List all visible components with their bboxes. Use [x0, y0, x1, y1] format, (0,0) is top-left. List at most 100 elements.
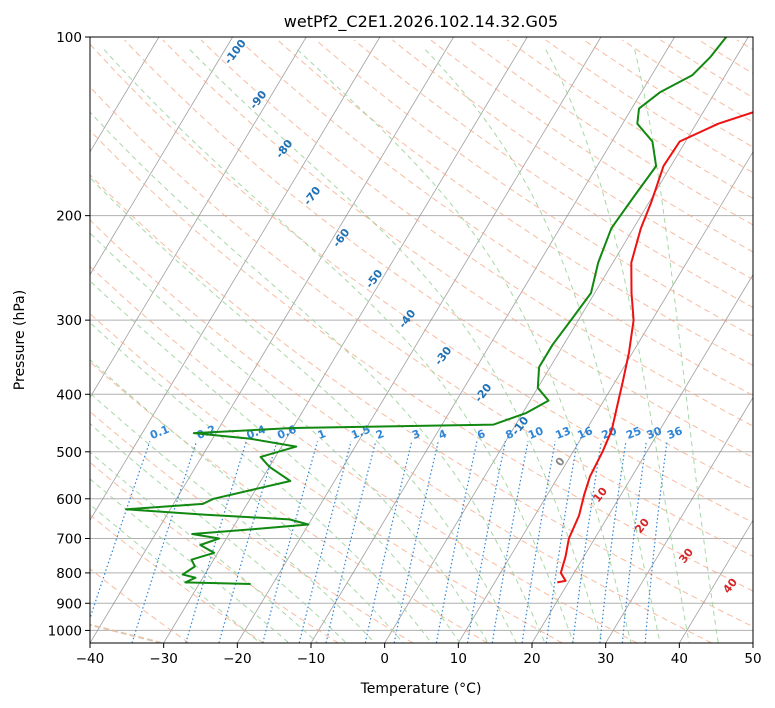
dry-adiabat-line: [90, 43, 753, 524]
mixing-ratio-line: [185, 441, 247, 643]
moist-adiabat-label: -60: [330, 226, 353, 250]
moist-adiabat-label: -40: [396, 307, 419, 331]
mixing-ratio-line: [491, 441, 529, 643]
mixing-ratio-line: [364, 441, 413, 643]
dry-adiabat-line: [90, 174, 753, 628]
mixing-ratio-label: 25: [624, 424, 643, 442]
x-tick-label: 10: [450, 651, 467, 667]
moist-adiabat-label: -80: [273, 137, 296, 161]
moist-adiabat-label: 20: [632, 516, 652, 536]
isotherm-line: [90, 37, 381, 521]
isotherm-line: [90, 37, 454, 643]
isotherm-line: [752, 642, 753, 643]
dry-adiabat-line: [90, 312, 563, 643]
isotherm-line: [310, 37, 675, 643]
x-tick-label: −40: [76, 651, 105, 667]
moist-adiabat-label: 0: [553, 455, 568, 469]
mixing-ratio-line: [621, 441, 647, 643]
dry-adiabat-line: [162, 39, 753, 458]
dry-adiabat-line: [392, 39, 753, 281]
moist-adiabat-line: [297, 49, 632, 643]
y-tick-label: 100: [56, 30, 82, 46]
mixing-ratio-line: [262, 441, 319, 643]
mixing-ratio-label: 13: [553, 424, 572, 442]
moist-adiabat-line: [189, 49, 603, 643]
dry-adiabat-line: [90, 129, 753, 592]
moist-adiabat-line: [90, 176, 517, 643]
sounding-profiles: [125, 37, 753, 585]
dry-adiabat-line: [90, 219, 712, 643]
dry-adiabat-line: [621, 39, 753, 123]
dry-adiabat-line: [90, 86, 753, 557]
mixing-ratio-line: [393, 441, 439, 643]
moist-adiabat-line: [90, 232, 489, 643]
moist-adiabat-line: [90, 111, 546, 643]
mixing-ratio-line: [435, 441, 478, 643]
mixing-ratio-label: 8: [504, 427, 516, 442]
plot-frame: [89, 36, 754, 644]
dry-adiabat-line: [507, 39, 753, 200]
dry-adiabat-line: [90, 361, 488, 643]
x-tick-label: 20: [523, 651, 540, 667]
mixing-ratio-line: [466, 441, 506, 643]
chart-title: wetPf2_C2E1.2026.102.14.32.G05: [284, 12, 558, 32]
moist-adiabat-label: 30: [676, 546, 696, 566]
y-tick-label: 200: [56, 209, 82, 225]
moist-adiabat-line: [90, 359, 404, 643]
mixing-ratio-label: 20: [600, 424, 619, 442]
mixing-ratio-line: [325, 441, 377, 643]
y-tick-label: 700: [56, 532, 82, 548]
x-tick-label: −30: [149, 651, 178, 667]
isotherm-line: [236, 37, 602, 643]
x-tick-label: 40: [671, 651, 688, 667]
mixing-ratio-line: [545, 441, 578, 643]
mixing-ratio-label: 4: [437, 427, 449, 442]
isotherm-line: [163, 37, 528, 643]
mixing-ratio-line: [644, 441, 668, 643]
x-tick-label: 50: [744, 651, 761, 667]
moist-adiabat-line: [90, 392, 376, 643]
moist-adiabat-line: [90, 321, 432, 643]
moist-adiabat-line: [90, 503, 261, 643]
dry-adiabat-line: [200, 39, 753, 427]
x-axis-ticks: −40 −30 −20 −10 0 10 20 30 40 50: [76, 643, 762, 667]
mixing-ratio-line: [572, 441, 602, 643]
dry-adiabat-line: [90, 265, 638, 643]
moist-adiabat-line: [90, 423, 347, 643]
isotherm-line: [531, 273, 753, 643]
mixing-ratio-line: [298, 441, 352, 643]
y-tick-label: 300: [56, 313, 82, 329]
moist-adiabat-line: [90, 478, 290, 643]
isotherm-line: [0, 37, 12, 643]
y-tick-label: 400: [56, 387, 82, 403]
isotherm-line: [678, 519, 753, 643]
background-grid: [0, 37, 753, 643]
x-tick-label: −20: [223, 651, 252, 667]
mixing-ratio-label: 6: [475, 427, 487, 442]
dry-adiabat-line: [277, 39, 753, 367]
dry-adiabat-line: [90, 568, 190, 643]
dry-adiabat-line: [124, 39, 753, 491]
isotherm-line: [457, 151, 753, 643]
y-tick-label: 1000: [48, 623, 82, 639]
dry-adiabat-line: [353, 39, 753, 309]
isotherm-line: [90, 37, 307, 399]
y-axis-label: Pressure (hPa): [12, 290, 28, 390]
moist-adiabat-label: -100: [222, 37, 249, 67]
mixing-ratio-label: 36: [665, 424, 684, 442]
dry-adiabat-line: [238, 39, 753, 397]
dry-adiabat-line: [736, 39, 753, 51]
moist-adiabat-line: [634, 49, 719, 643]
moist-adiabat-label: -50: [363, 267, 386, 291]
dry-adiabat-line: [90, 514, 264, 643]
mixing-ratio-label: 0.1: [148, 423, 171, 442]
dry-adiabat-line: [90, 410, 414, 643]
moist-adiabat-label: -70: [301, 184, 324, 208]
y-axis-ticks: 100 200 300 400 500 600 700 800 900 1000: [48, 30, 90, 639]
temperature-profile-line: [557, 111, 753, 584]
y-tick-label: 900: [56, 596, 82, 612]
mixing-ratio-label: 3: [410, 427, 422, 442]
x-tick-label: −10: [297, 651, 326, 667]
mixing-ratio-label: 10: [526, 424, 545, 442]
